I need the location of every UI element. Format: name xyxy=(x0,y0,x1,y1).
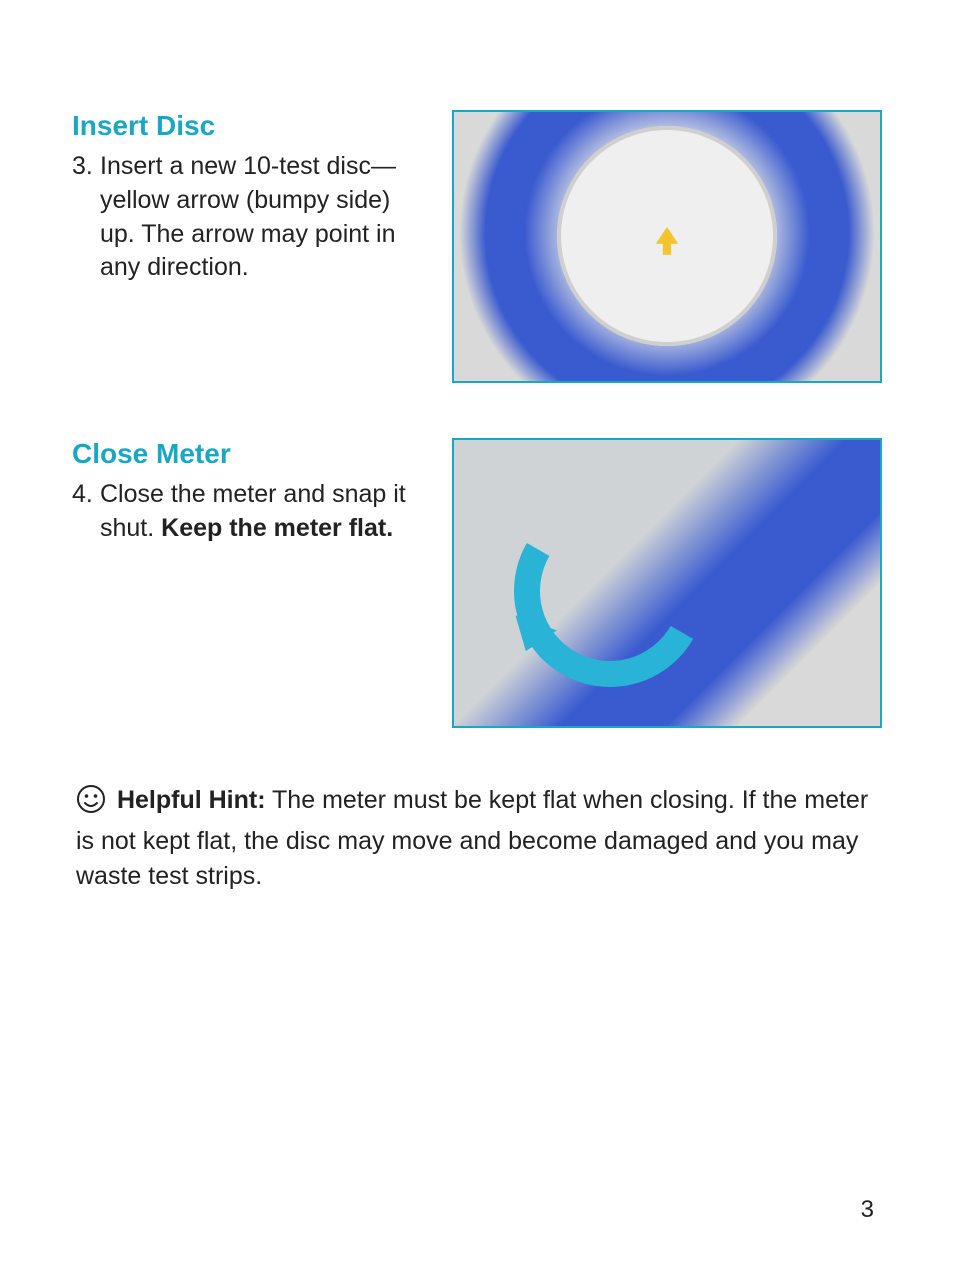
page-number: 3 xyxy=(861,1196,874,1224)
instruction-photo xyxy=(452,110,882,383)
text-column: Close Meter 4. Close the meter and snap … xyxy=(72,438,422,546)
step-text-bold: Keep the meter flat. xyxy=(161,514,393,542)
document-page: Insert Disc 3. Insert a new 10-test disc… xyxy=(0,0,954,1272)
section-insert-disc: Insert Disc 3. Insert a new 10-test disc… xyxy=(72,110,882,383)
hint-label: Helpful Hint: xyxy=(117,786,266,814)
step-text: Close the meter and snap it shut. Keep t… xyxy=(100,478,422,546)
section-heading: Close Meter xyxy=(72,438,422,470)
section-heading: Insert Disc xyxy=(72,110,422,142)
step-number: 4. xyxy=(72,478,100,546)
step-text-plain: Insert a new 10-test disc—yellow arrow (… xyxy=(100,152,396,281)
step-item: 3. Insert a new 10-test disc—yellow arro… xyxy=(72,150,422,285)
section-close-meter: Close Meter 4. Close the meter and snap … xyxy=(72,438,882,728)
smiley-icon xyxy=(76,784,106,824)
text-column: Insert Disc 3. Insert a new 10-test disc… xyxy=(72,110,422,285)
helpful-hint: Helpful Hint: The meter must be kept fla… xyxy=(72,783,882,894)
step-item: 4. Close the meter and snap it shut. Kee… xyxy=(72,478,422,546)
image-column xyxy=(452,110,882,383)
step-number: 3. xyxy=(72,150,100,285)
step-text: Insert a new 10-test disc—yellow arrow (… xyxy=(100,150,422,285)
image-column xyxy=(452,438,882,728)
instruction-photo xyxy=(452,438,882,728)
